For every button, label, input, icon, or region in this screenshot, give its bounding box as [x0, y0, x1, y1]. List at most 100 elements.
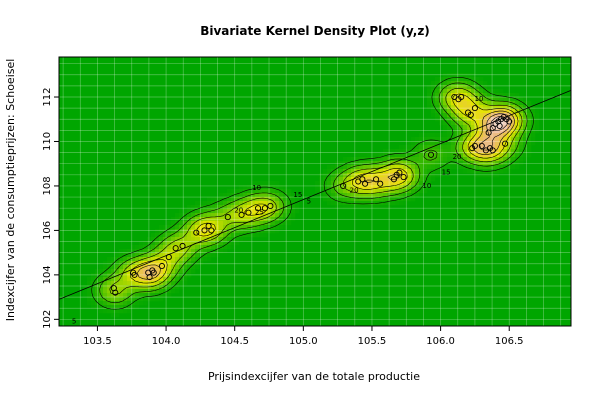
density-cell	[275, 229, 280, 234]
density-cell	[207, 197, 212, 202]
density-cell	[119, 265, 124, 270]
density-cell	[379, 205, 384, 210]
density-cell	[439, 173, 444, 178]
density-cell	[511, 125, 516, 130]
density-cell	[435, 113, 440, 118]
contour-label: 20	[350, 186, 359, 194]
density-cell	[411, 141, 416, 146]
density-cell	[479, 153, 484, 158]
density-cell	[207, 217, 212, 222]
density-cell	[471, 137, 476, 142]
density-cell	[275, 201, 280, 206]
density-cell	[527, 145, 532, 150]
density-cell	[91, 277, 96, 282]
density-cell	[367, 189, 372, 194]
density-cell	[503, 141, 508, 146]
density-cell	[151, 245, 156, 250]
density-cell	[179, 233, 184, 238]
density-cell	[427, 141, 432, 146]
contour-label: 10	[252, 184, 261, 192]
density-cell	[215, 209, 220, 214]
density-cell	[415, 157, 420, 162]
density-cell	[511, 93, 516, 98]
density-cell	[367, 169, 372, 174]
density-cell	[399, 153, 404, 158]
density-cell	[223, 193, 228, 198]
density-cell	[515, 101, 520, 106]
density-cell	[247, 201, 252, 206]
density-cell	[287, 209, 292, 214]
density-cell	[455, 153, 460, 158]
density-cell	[147, 297, 152, 302]
density-cell	[163, 289, 168, 294]
density-cell	[179, 257, 184, 262]
density-cell	[435, 105, 440, 110]
density-cell	[143, 273, 148, 278]
density-cell	[431, 137, 436, 142]
density-cell	[319, 181, 324, 186]
density-cell	[227, 233, 232, 238]
density-cell	[511, 117, 516, 122]
density-cell	[411, 177, 416, 182]
density-cell	[191, 265, 196, 270]
density-cell	[455, 133, 460, 138]
density-cell	[479, 77, 484, 82]
density-cell	[387, 165, 392, 170]
density-cell	[175, 213, 180, 218]
density-cell	[447, 133, 452, 138]
density-cell	[527, 149, 532, 154]
density-cell	[179, 261, 184, 266]
density-cell	[523, 149, 528, 154]
density-cell	[251, 181, 256, 186]
density-cell	[367, 201, 372, 206]
density-cell	[507, 101, 512, 106]
density-cell	[515, 121, 520, 126]
density-cell	[175, 257, 180, 262]
density-cell	[423, 145, 428, 150]
density-cell	[323, 177, 328, 182]
density-cell	[179, 249, 184, 254]
density-cell	[407, 165, 412, 170]
density-cell	[359, 181, 364, 186]
density-cell	[171, 273, 176, 278]
density-cell	[95, 305, 100, 310]
density-cell	[451, 85, 456, 90]
density-cell	[427, 185, 432, 190]
density-cell	[459, 105, 464, 110]
density-cell	[419, 157, 424, 162]
density-cell	[255, 209, 260, 214]
density-cell	[203, 257, 208, 262]
density-cell	[483, 153, 488, 158]
density-cell	[335, 161, 340, 166]
density-cell	[259, 225, 264, 230]
density-cell	[435, 149, 440, 154]
density-cell	[295, 205, 300, 210]
density-cell	[167, 241, 172, 246]
density-cell	[119, 293, 124, 298]
density-cell	[359, 177, 364, 182]
density-cell	[407, 189, 412, 194]
density-cell	[419, 193, 424, 198]
density-cell	[259, 233, 264, 238]
density-cell	[399, 177, 404, 182]
density-cell	[287, 221, 292, 226]
density-cell	[151, 285, 156, 290]
density-cell	[247, 221, 252, 226]
density-cell	[499, 165, 504, 170]
density-cell	[347, 205, 352, 210]
density-cell	[523, 117, 528, 122]
density-cell	[355, 165, 360, 170]
density-cell	[443, 141, 448, 146]
density-cell	[211, 221, 216, 226]
density-cell	[323, 193, 328, 198]
density-cell	[283, 185, 288, 190]
density-cell	[127, 293, 132, 298]
density-cell	[99, 301, 104, 306]
density-cell	[475, 117, 480, 122]
density-cell	[183, 241, 188, 246]
density-cell	[163, 241, 168, 246]
density-cell	[131, 265, 136, 270]
density-cell	[423, 141, 428, 146]
density-cell	[411, 181, 416, 186]
density-cell	[279, 225, 284, 230]
